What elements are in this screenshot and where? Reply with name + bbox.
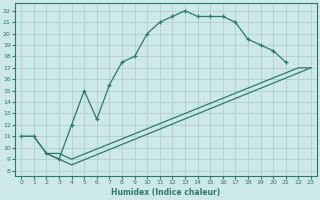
X-axis label: Humidex (Indice chaleur): Humidex (Indice chaleur)	[111, 188, 221, 197]
